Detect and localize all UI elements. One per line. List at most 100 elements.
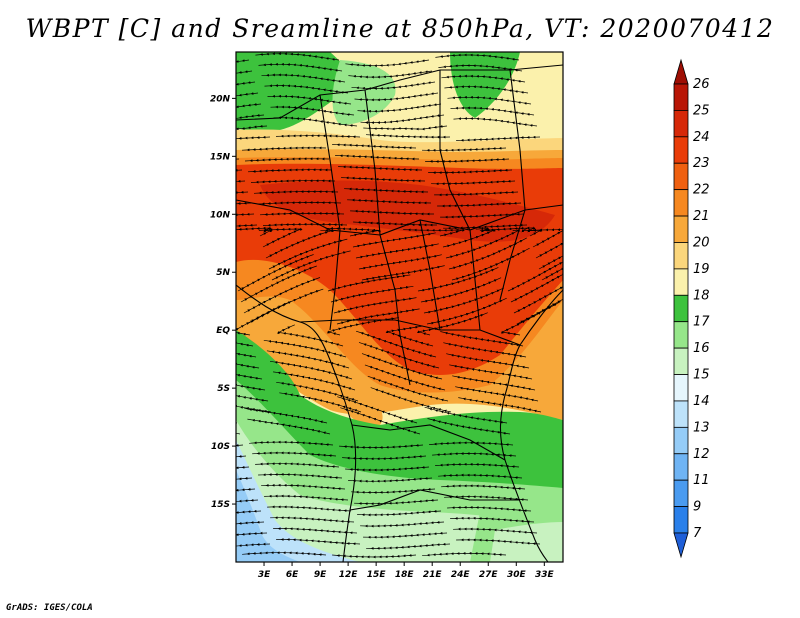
streamline <box>236 476 253 484</box>
streamline <box>365 133 451 139</box>
streamline <box>267 94 352 105</box>
streamline <box>264 84 349 94</box>
streamline <box>236 179 246 185</box>
y-tick-label: 10N <box>210 210 231 220</box>
streamline <box>273 527 358 535</box>
colorbar-label: 17 <box>693 315 710 330</box>
border-6 <box>299 319 521 346</box>
colorbar-swatch <box>673 215 689 243</box>
streamline <box>236 531 268 539</box>
streamline <box>431 179 516 186</box>
footer-credit: GrADS: IGES/COLA <box>6 603 93 613</box>
colorbar-label: 7 <box>693 526 702 541</box>
streamline <box>253 190 339 195</box>
streamline <box>249 440 334 447</box>
streamline <box>236 498 259 506</box>
streamline <box>259 211 345 216</box>
streamline <box>434 190 519 197</box>
streamline <box>435 462 520 469</box>
streamline <box>456 538 541 546</box>
streamline <box>437 201 522 208</box>
streamline <box>440 212 525 219</box>
streamline <box>236 542 271 550</box>
y-tick-label: 5S <box>217 384 230 394</box>
streamline <box>273 116 358 127</box>
colorbar-label: 20 <box>693 235 710 250</box>
colorbar-swatch <box>673 347 689 375</box>
country-borders <box>236 64 563 562</box>
colorbar-label: 9 <box>693 500 701 515</box>
y-tick-label: 5N <box>216 268 230 278</box>
streamline <box>236 113 265 125</box>
coastline-west <box>236 284 357 562</box>
y-tick-label: EQ <box>216 326 230 336</box>
colorbar-bottom-triangle <box>673 532 689 559</box>
x-tick-label: 27E <box>479 570 499 580</box>
streamline <box>250 179 336 184</box>
streamline <box>350 209 434 216</box>
streamline <box>332 553 417 559</box>
chart-title: WBPT [C] and Sreamline at 850hPa, VT: 20… <box>25 14 775 43</box>
x-tick-label: 30E <box>507 570 527 580</box>
x-tick-label: 33E <box>535 570 555 580</box>
colorbar-label: 19 <box>693 262 710 277</box>
colorbar-label: 18 <box>693 288 710 303</box>
streamline <box>444 85 529 94</box>
colorbar-swatch <box>673 242 689 270</box>
streamline <box>425 157 510 163</box>
x-tick-label: 15E <box>367 570 387 580</box>
streamline <box>264 494 349 502</box>
streamline <box>438 473 523 480</box>
colorbar-label: 16 <box>693 341 710 356</box>
streamline <box>276 538 361 546</box>
streamline <box>262 222 348 227</box>
streamline <box>351 81 436 90</box>
x-tick-label: 21E <box>423 570 443 580</box>
colorbar-swatch <box>673 374 689 402</box>
streamline <box>236 92 259 103</box>
streamline <box>366 542 451 550</box>
streamline <box>270 105 355 116</box>
colorbar-swatch <box>673 426 689 455</box>
streamline <box>244 157 330 163</box>
x-tick-label: 6E <box>286 570 299 580</box>
streamline <box>422 551 507 557</box>
streamline <box>421 146 507 152</box>
streamline <box>270 516 355 524</box>
streamline <box>332 143 417 150</box>
colorbar-swatch <box>673 400 689 428</box>
colorbar-swatch <box>673 479 689 507</box>
colorbar-swatch <box>673 453 689 481</box>
map-frame <box>235 51 564 563</box>
streamline <box>255 52 340 61</box>
x-tick-label: 18E <box>395 570 415 580</box>
streamline <box>435 53 520 61</box>
y-tick-label: 10S <box>211 442 230 452</box>
colorbar-swatch <box>673 189 689 217</box>
colorbar-label: 13 <box>693 420 710 435</box>
streamline <box>341 176 426 183</box>
streamline <box>427 418 511 435</box>
border-10 <box>419 219 441 331</box>
y-tick-label: 15N <box>210 152 231 162</box>
streamline <box>258 62 343 72</box>
streamline <box>348 476 433 483</box>
streamline <box>236 443 244 450</box>
colorbar-top-triangle <box>673 58 689 85</box>
streamlines <box>236 52 563 559</box>
border-9 <box>236 64 563 121</box>
colorbar-label: 24 <box>693 130 710 145</box>
streamline <box>261 483 346 491</box>
streamline <box>236 81 256 92</box>
border-8 <box>349 489 520 511</box>
x-tick-label: 24E <box>451 570 471 580</box>
streamline <box>236 103 262 114</box>
streamline <box>456 135 541 142</box>
streamline <box>255 462 340 469</box>
border-7 <box>351 424 506 461</box>
streamline <box>236 454 247 461</box>
streamline <box>441 484 526 491</box>
streamline <box>354 92 439 102</box>
streamline <box>236 148 237 149</box>
